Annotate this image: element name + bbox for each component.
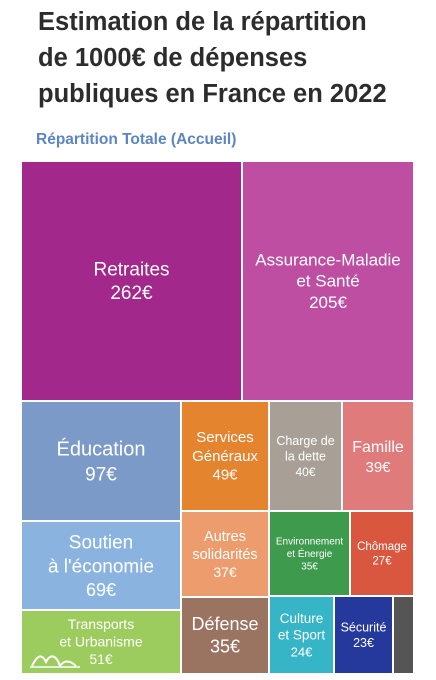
tile-culture-et-sport: Culture et Sport 24€ (270, 597, 333, 673)
tile-other-14 (394, 597, 413, 673)
source-logo-icon (30, 655, 80, 668)
tile-value-environnement-et-energie: 35€ (301, 561, 318, 572)
tile-value-securite: 23€ (353, 636, 374, 650)
tile-assurance-maladie-et-sante: Assurance-Maladie et Santé 205€ (243, 162, 413, 400)
tile-value-chomage: 27€ (372, 555, 392, 567)
tile-name-famille: Famille (352, 439, 404, 456)
tile-rect-other-14 (394, 597, 413, 673)
tile-value-famille: 39€ (365, 459, 391, 476)
tile-value-services-generaux: 49€ (212, 467, 238, 484)
tile-name-retraites: Retraites (93, 259, 169, 280)
tile-securite: Sécurité 23€ (335, 597, 392, 673)
tile-name-transports-et-urbanisme: Transports et Urbanisme (59, 616, 142, 650)
tile-name-education: Éducation (57, 438, 146, 461)
tile-name-assurance-maladie-et-sante: Assurance-Maladie et Santé (255, 250, 401, 290)
chart-subtitle: Répartition Totale (Accueil) (36, 131, 237, 148)
tile-rect-defense (182, 598, 268, 673)
tile-rect-services-generaux (182, 402, 268, 510)
title-line-3: publiques en France en 2022 (38, 80, 387, 108)
tile-rect-retraites (22, 162, 241, 400)
tile-value-education: 97€ (85, 465, 117, 486)
tile-name-environnement-et-energie: Environnement et Énergie (276, 536, 343, 560)
tile-rect-chomage (351, 512, 413, 595)
tile-rect-charge-de-la-dette (270, 402, 341, 510)
tile-rect-assurance-maladie-et-sante (243, 162, 413, 400)
title-line-2: de 1000€ de dépenses (38, 44, 308, 72)
tile-name-culture-et-sport: Culture et Sport (278, 611, 326, 643)
tile-value-culture-et-sport: 24€ (291, 645, 313, 660)
tile-value-retraites: 262€ (110, 283, 153, 304)
chart-title: Estimation de la répartition de 1000€ de… (38, 4, 428, 112)
tile-rect-soutien-a-l-economie (22, 522, 180, 609)
tile-name-defense: Défense (191, 614, 258, 634)
tile-rect-culture-et-sport (270, 597, 333, 673)
tile-value-defense: 35€ (210, 637, 240, 657)
tile-education: Éducation 97€ (22, 402, 180, 520)
tile-name-securite: Sécurité (341, 620, 387, 634)
tile-chomage: Chômage 27€ (351, 512, 413, 595)
tile-name-soutien-a-l-economie: Soutien à l'économie (48, 533, 154, 578)
tile-rect-famille (343, 402, 413, 510)
tile-defense: Défense 35€ (182, 598, 268, 673)
tile-rect-transports-et-urbanisme (22, 611, 180, 673)
tile-value-autres-solidarites: 37€ (213, 564, 237, 580)
tile-value-charge-de-la-dette: 40€ (295, 465, 315, 479)
tile-rect-education (22, 402, 180, 520)
tile-rect-securite (335, 597, 392, 673)
tile-name-charge-de-la-dette: Charge de la dette (276, 434, 334, 464)
tile-name-services-generaux: Services Généraux (192, 429, 258, 465)
tile-value-soutien-a-l-economie: 69€ (86, 580, 116, 600)
tile-name-chomage: Chômage (357, 541, 407, 553)
tile-services-generaux: Services Généraux 49€ (182, 402, 268, 510)
tile-famille: Famille 39€ (343, 402, 413, 510)
tile-value-transports-et-urbanisme: 51€ (89, 651, 113, 667)
tile-retraites: Retraites 262€ (22, 162, 241, 400)
tile-name-autres-solidarites: Autres solidarités (192, 529, 257, 563)
tile-rect-autres-solidarites (182, 512, 268, 596)
tile-rect-environnement-et-energie (270, 512, 349, 595)
title-line-1: Estimation de la répartition (38, 8, 367, 36)
tile-value-assurance-maladie-et-sante: 205€ (309, 293, 347, 312)
